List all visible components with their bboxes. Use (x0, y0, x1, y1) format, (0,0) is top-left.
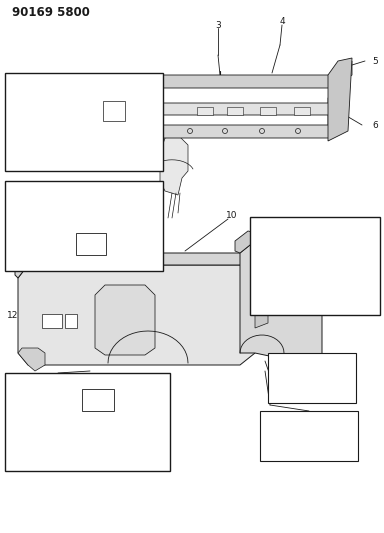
Text: 6: 6 (372, 120, 378, 130)
Polygon shape (28, 248, 65, 265)
Text: 7: 7 (69, 216, 75, 225)
Bar (5, 373, 170, 471)
Polygon shape (95, 285, 155, 355)
Text: 4: 4 (279, 17, 285, 26)
Text: 3: 3 (215, 20, 221, 29)
Text: 13: 13 (270, 221, 281, 230)
Text: 10: 10 (226, 211, 238, 220)
Text: 5: 5 (372, 56, 378, 66)
Bar (82, 389, 114, 411)
Polygon shape (18, 348, 45, 371)
Bar (260, 411, 358, 461)
Polygon shape (264, 267, 288, 287)
Text: 9: 9 (134, 392, 140, 400)
Polygon shape (328, 58, 352, 141)
Polygon shape (155, 115, 345, 138)
Bar (5, 181, 163, 271)
Text: 11: 11 (260, 303, 271, 311)
Polygon shape (152, 91, 348, 115)
Text: 8: 8 (109, 211, 115, 220)
Polygon shape (160, 135, 188, 195)
Bar (42, 314, 62, 328)
Bar (268, 353, 356, 403)
Bar (197, 107, 213, 115)
Bar (65, 314, 77, 328)
Text: 15: 15 (362, 251, 372, 260)
Bar (76, 233, 106, 255)
Bar (5, 73, 163, 171)
Polygon shape (240, 241, 322, 365)
Polygon shape (255, 291, 268, 328)
Polygon shape (334, 254, 356, 294)
Polygon shape (85, 95, 101, 125)
Bar (227, 107, 243, 115)
Bar (250, 217, 380, 315)
Polygon shape (18, 265, 255, 365)
Polygon shape (286, 287, 344, 304)
Text: 12: 12 (7, 311, 18, 319)
Text: 14: 14 (270, 248, 280, 257)
Text: 90169 5800: 90169 5800 (12, 6, 90, 20)
Polygon shape (145, 75, 160, 141)
Polygon shape (15, 380, 82, 458)
Polygon shape (235, 231, 322, 255)
Text: 1: 1 (155, 125, 161, 133)
Polygon shape (328, 91, 342, 128)
Bar (294, 107, 310, 115)
Bar (103, 101, 125, 121)
Text: 16: 16 (342, 429, 353, 438)
Text: 15: 15 (340, 370, 351, 379)
Polygon shape (150, 61, 352, 88)
Polygon shape (280, 367, 310, 387)
Text: 2: 2 (153, 246, 159, 255)
Polygon shape (268, 425, 330, 448)
Bar (260, 107, 276, 115)
Polygon shape (15, 241, 255, 278)
